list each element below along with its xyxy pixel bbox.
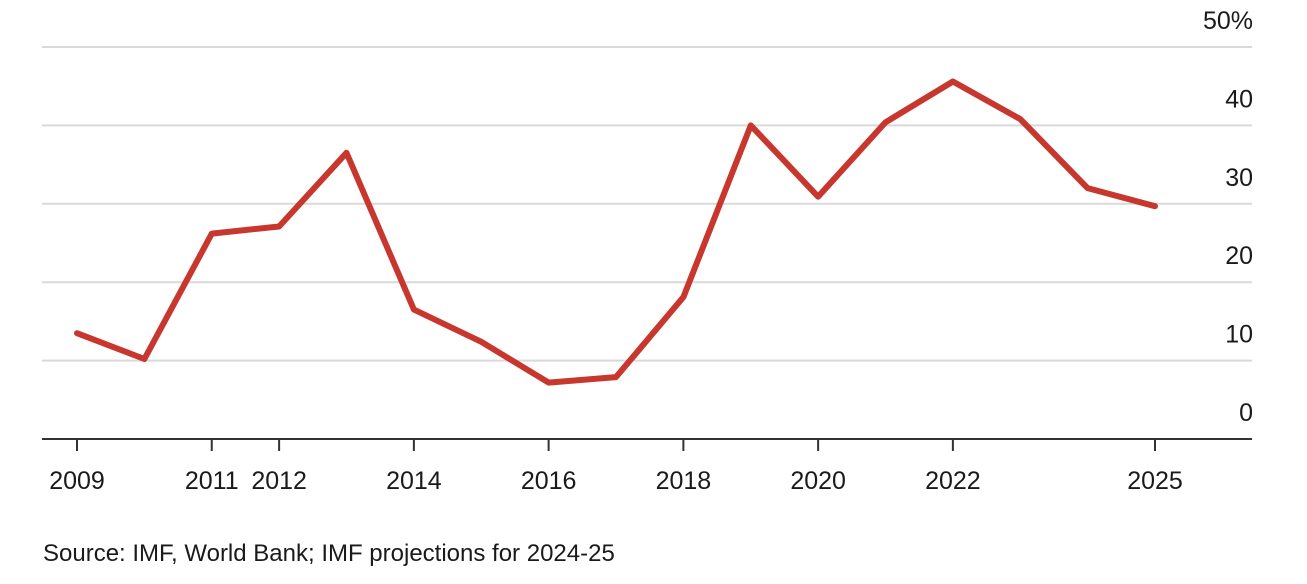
- data-point-2011: [209, 231, 215, 237]
- data-point-2020: [815, 194, 821, 200]
- x-tick-label-2020: 2020: [790, 467, 846, 495]
- data-point-2016: [546, 380, 552, 386]
- data-point-2015: [478, 339, 484, 345]
- x-tick-label-2009: 2009: [49, 467, 105, 495]
- x-tick-label-2025: 2025: [1127, 467, 1183, 495]
- data-point-2025: [1152, 203, 1158, 209]
- series: [74, 78, 1158, 386]
- y-tick-label-50: 50%: [1203, 7, 1253, 35]
- data-point-2017: [613, 374, 619, 380]
- x-tick-label-2014: 2014: [386, 467, 442, 495]
- data-point-2021: [883, 119, 889, 125]
- x-tick-label-2016: 2016: [521, 467, 577, 495]
- x-tick-label-2011: 2011: [185, 467, 239, 495]
- data-point-2019: [748, 122, 754, 128]
- data-point-2018: [680, 294, 686, 300]
- data-point-2022: [950, 79, 956, 85]
- y-tick-label-40: 40: [1225, 85, 1253, 113]
- data-point-2012: [276, 224, 282, 230]
- y-tick-label-0: 0: [1239, 399, 1253, 427]
- y-tick-label-10: 10: [1225, 321, 1253, 349]
- data-point-2014: [411, 307, 417, 313]
- data-point-2009: [74, 330, 80, 336]
- series-line: [74, 78, 1158, 386]
- source-note: Source: IMF, World Bank; IMF projections…: [43, 540, 615, 567]
- data-point-2023: [1017, 116, 1023, 122]
- x-tick-label-2018: 2018: [656, 467, 712, 495]
- gridlines: [42, 46, 1252, 362]
- y-axis-labels: 0 10 20 30 40 50%: [1203, 7, 1253, 427]
- x-tick-label-2022: 2022: [925, 467, 981, 495]
- data-point-2013: [344, 150, 350, 156]
- y-tick-label-20: 20: [1225, 242, 1253, 270]
- data-point-2010: [141, 356, 147, 362]
- y-tick-label-30: 30: [1225, 164, 1253, 192]
- x-tick-label-2012: 2012: [251, 467, 307, 495]
- x-axis-ticks: 2009 2011 2012 2014 2016 2018 2020 2022 2025: [49, 439, 1183, 495]
- data-point-2024: [1085, 185, 1091, 191]
